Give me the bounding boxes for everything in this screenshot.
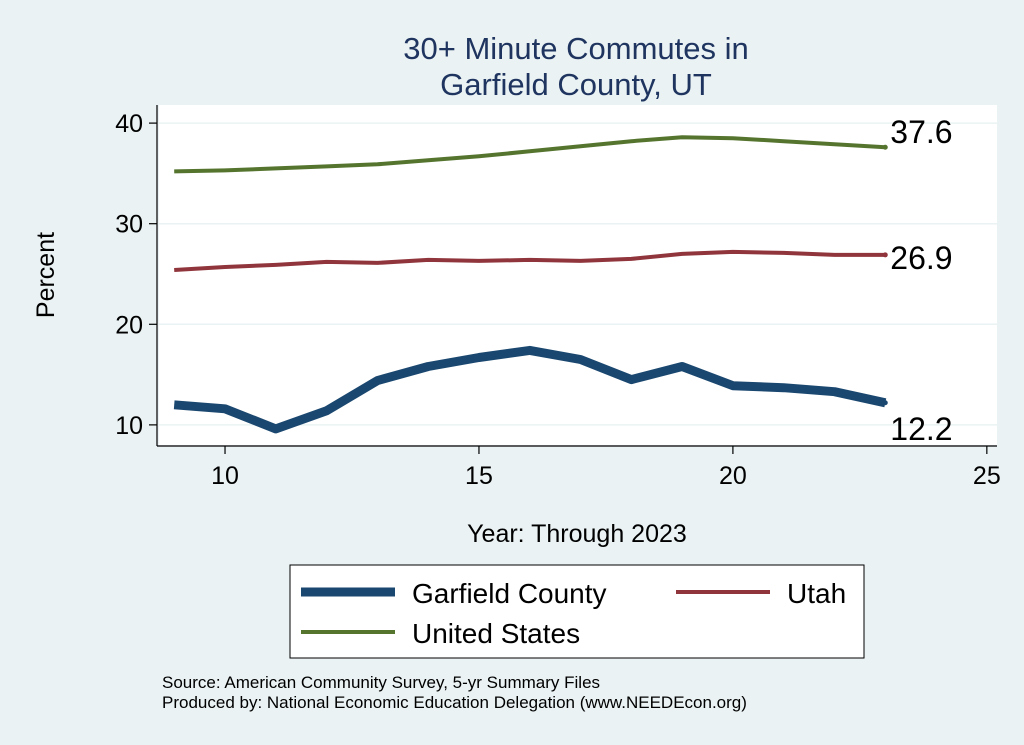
chart-title-line-1: 30+ Minute Commutes in [403, 31, 748, 66]
chart-title-line-2: Garfield County, UT [440, 67, 712, 102]
producer-note: Produced by: National Economic Education… [162, 693, 747, 712]
plot-area [159, 105, 997, 445]
x-tick-label-10: 10 [211, 462, 239, 490]
end-marker-utah [882, 252, 888, 258]
legend-box [289, 564, 865, 659]
series-layer: 37.6 26.9 12.2 [173, 114, 953, 447]
y-axis-label: Percent [32, 232, 60, 318]
source-note: Source: American Community Survey, 5-yr … [162, 673, 600, 692]
y-tick-label-30: 30 [115, 211, 143, 239]
x-tick-label-20: 20 [719, 462, 747, 490]
x-ticks: 10 15 20 25 [211, 446, 1001, 490]
x-tick-label-25: 25 [973, 462, 1001, 490]
legend-label-united-states: United States [412, 618, 580, 649]
end-marker-garfield-county [882, 400, 888, 406]
legend-label-utah: Utah [787, 578, 846, 609]
x-tick-label-15: 15 [465, 462, 493, 490]
legend-label-garfield-county: Garfield County [412, 578, 607, 609]
y-tick-label-40: 40 [115, 110, 143, 138]
end-marker-united-states [882, 144, 888, 150]
end-label-garfield-county: 12.2 [890, 411, 952, 447]
y-ticks: 10 20 30 40 [115, 110, 157, 440]
legend: Garfield County Utah United States [289, 564, 865, 659]
y-tick-label-20: 20 [115, 311, 143, 339]
gridlines [159, 122, 997, 426]
y-tick-label-10: 10 [115, 412, 143, 440]
end-label-united-states: 37.6 [890, 114, 952, 150]
x-axis-label: Year: Through 2023 [467, 520, 687, 548]
end-label-utah: 26.9 [890, 240, 952, 276]
